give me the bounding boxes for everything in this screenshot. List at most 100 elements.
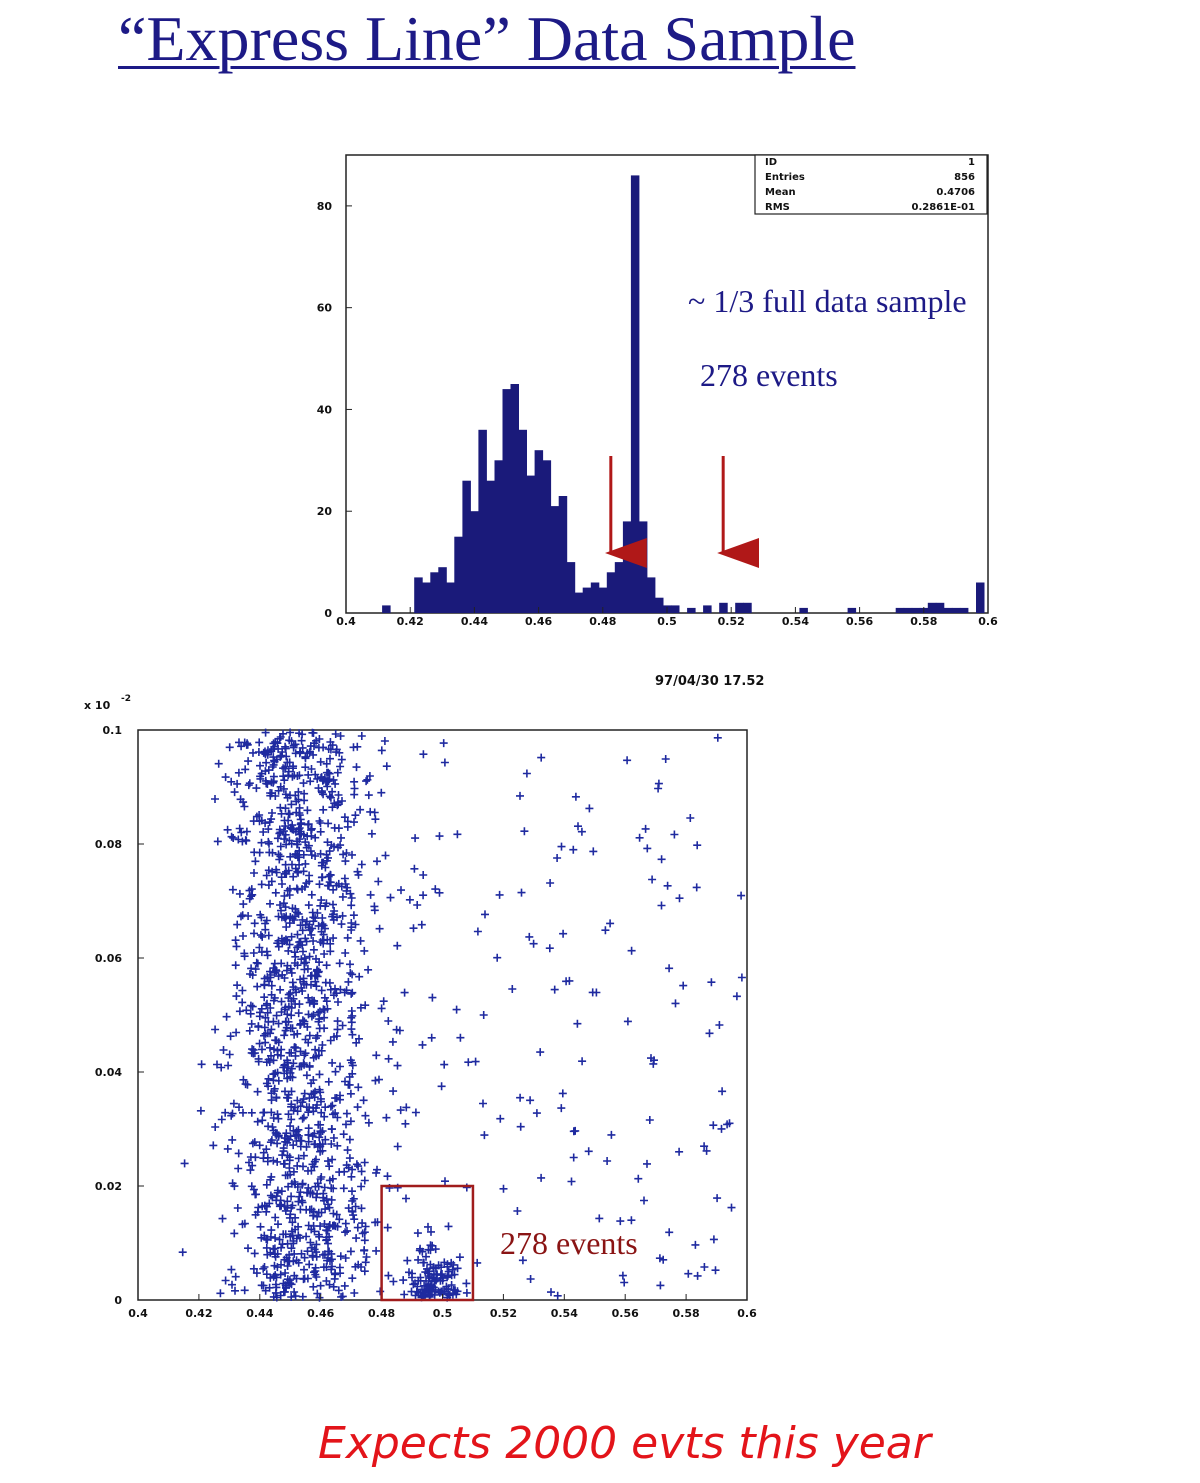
scatter-point [232,992,241,1001]
scatter-point [326,1257,334,1265]
scatter-point [290,948,299,957]
scatter-point [298,1098,307,1107]
scatter-point [516,1093,525,1102]
scatter-point [322,899,331,908]
scatter-point [269,1156,278,1165]
scatter-point [289,741,298,750]
scatter-point [329,885,338,894]
scatter-point [464,1058,473,1067]
scatter-point [326,793,335,802]
histogram-bar [743,602,752,613]
stats-box: ID 1 Entries 856 Mean 0.4706 RMS 0.2861E… [754,154,988,215]
scatter-point [239,1108,247,1117]
histogram-bar [510,384,519,613]
histogram-bars [382,175,985,613]
scatter-point [231,1286,239,1295]
scatter-point [291,1213,300,1222]
scatter-point [267,1025,276,1034]
scatter-point [427,1227,435,1236]
cut-arrows [604,456,760,568]
scatter-point [526,1096,535,1105]
scatter-point [341,1228,350,1237]
scatter-point [320,1196,328,1205]
scatter-point [635,833,644,842]
scatter-point [353,742,362,751]
scatter-point [381,851,390,860]
scatter-point [264,825,273,834]
scatter-point [298,1292,307,1301]
scatter-chart: x 10 -2 0.4 0.42 0.44 0.46 0.48 0.5 0.52 0.54 0.… [84,694,757,1320]
scatter-point [665,1228,674,1237]
scatter-point [300,789,309,798]
scatter-point [346,889,355,898]
scatter-point [298,915,307,924]
scatter-point [328,741,337,750]
scatter-point [296,815,305,824]
scatter-point [717,1124,726,1133]
scatter-point [671,999,680,1008]
scatter-point [216,1289,225,1298]
scatter-point [336,985,345,994]
scatter-x-ticks: 0.4 0.42 0.44 0.46 0.48 0.5 0.52 0.54 0.56 0.58 0.… [128,1294,757,1320]
scatter-point [274,1131,283,1140]
scatter-point [293,1161,302,1170]
scatter-point [261,925,270,934]
scatter-point [258,1045,266,1054]
scatter-point [361,1222,370,1231]
scatter-point [268,867,277,876]
scatter-point [301,1049,310,1058]
scatter-point [258,1202,267,1211]
scatter-point [418,1040,427,1049]
scatter-point [294,1258,303,1267]
stats-id-value: 1 [968,157,975,168]
scatter-point [180,1159,189,1168]
scatter-point [305,1094,314,1103]
scatter-point [241,836,250,845]
scatter-point [364,791,373,800]
scatter-point [309,1282,318,1291]
scatter-point [258,1116,267,1125]
scatter-point [296,1102,305,1111]
scatter-point [679,981,688,990]
scatter-point [623,756,632,765]
scatter-point [299,1275,308,1284]
scatter-point [328,787,337,796]
scatter-point [267,877,276,886]
scatter-point [317,873,326,882]
scatter-point [684,1269,693,1278]
scatter-point [400,988,409,997]
scatter-point [686,814,695,822]
scatter-point [307,1243,316,1252]
scatter-point [257,838,266,847]
scatter-point [321,777,330,786]
scatter-point [335,959,344,968]
x-tick-label: 0.5 [433,1307,453,1320]
scatter-point [251,1210,260,1219]
scatter-point [550,985,559,994]
scatter-point [302,958,310,967]
scatter-point [272,755,281,764]
scatter-point [393,941,402,950]
scatter-point [326,985,335,994]
scatter-point [299,1151,308,1160]
scatter-point [322,997,331,1006]
scatter-point [718,1087,727,1096]
scatter-point [375,924,384,933]
scatter-point [577,827,586,836]
histogram-bar [430,572,439,613]
scatter-point [453,1287,462,1296]
scatter-point [462,1279,471,1288]
scatter-point [350,1289,359,1297]
scatter-point [300,1089,309,1098]
scatter-point [314,1046,323,1055]
scatter-point [283,1239,292,1248]
scatter-point [304,1010,313,1019]
scatter-point [616,1217,625,1226]
scatter-point [334,843,342,852]
scatter-point [243,1080,252,1089]
histogram-bar [590,582,600,613]
scatter-point [331,779,340,788]
scatter-point [312,1252,321,1261]
scatter-point [578,1057,587,1066]
scatter-point [295,835,304,844]
